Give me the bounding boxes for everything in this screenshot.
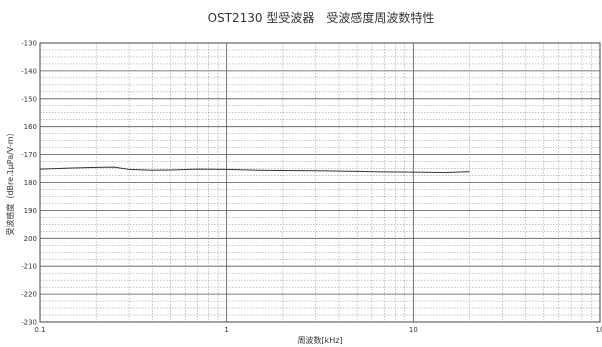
series-line bbox=[39, 166, 470, 173]
x-tick-label: 0.1 bbox=[34, 326, 45, 334]
y-tick-label: -210 bbox=[21, 263, 37, 271]
y-tick-label: 180 bbox=[24, 179, 37, 187]
y-axis-label: 受波感度（dBre.1μPa/V-m） bbox=[5, 128, 15, 235]
y-tick-label: -220 bbox=[21, 291, 37, 299]
y-tick-label: -230 bbox=[21, 319, 37, 327]
y-tick-label: 160 bbox=[24, 123, 37, 131]
y-tick-labels: -130 -140 -150 160 -170 180 190 200 -210 -220 -230 bbox=[21, 40, 37, 327]
y-tick-label: -140 bbox=[21, 67, 37, 75]
y-tick-label: -150 bbox=[21, 95, 37, 103]
plot-frame bbox=[39, 42, 601, 323]
x-tick-label: 10 bbox=[409, 326, 418, 334]
chart-title: OST2130 型受波器 受波感度周波数特性 bbox=[208, 10, 435, 25]
y-tick-label: -130 bbox=[21, 40, 37, 48]
x-tick-label: 10 bbox=[596, 326, 602, 334]
x-tick-labels: 0.1 1 10 10 bbox=[34, 326, 602, 334]
x-tick-label: 1 bbox=[224, 326, 228, 334]
y-tick-label: 190 bbox=[24, 207, 37, 215]
series-layer bbox=[39, 166, 470, 173]
grid bbox=[39, 42, 601, 323]
x-axis-label: 周波数[kHz] bbox=[297, 335, 342, 345]
y-tick-label: -170 bbox=[21, 151, 37, 159]
y-tick-label: 200 bbox=[24, 235, 37, 243]
